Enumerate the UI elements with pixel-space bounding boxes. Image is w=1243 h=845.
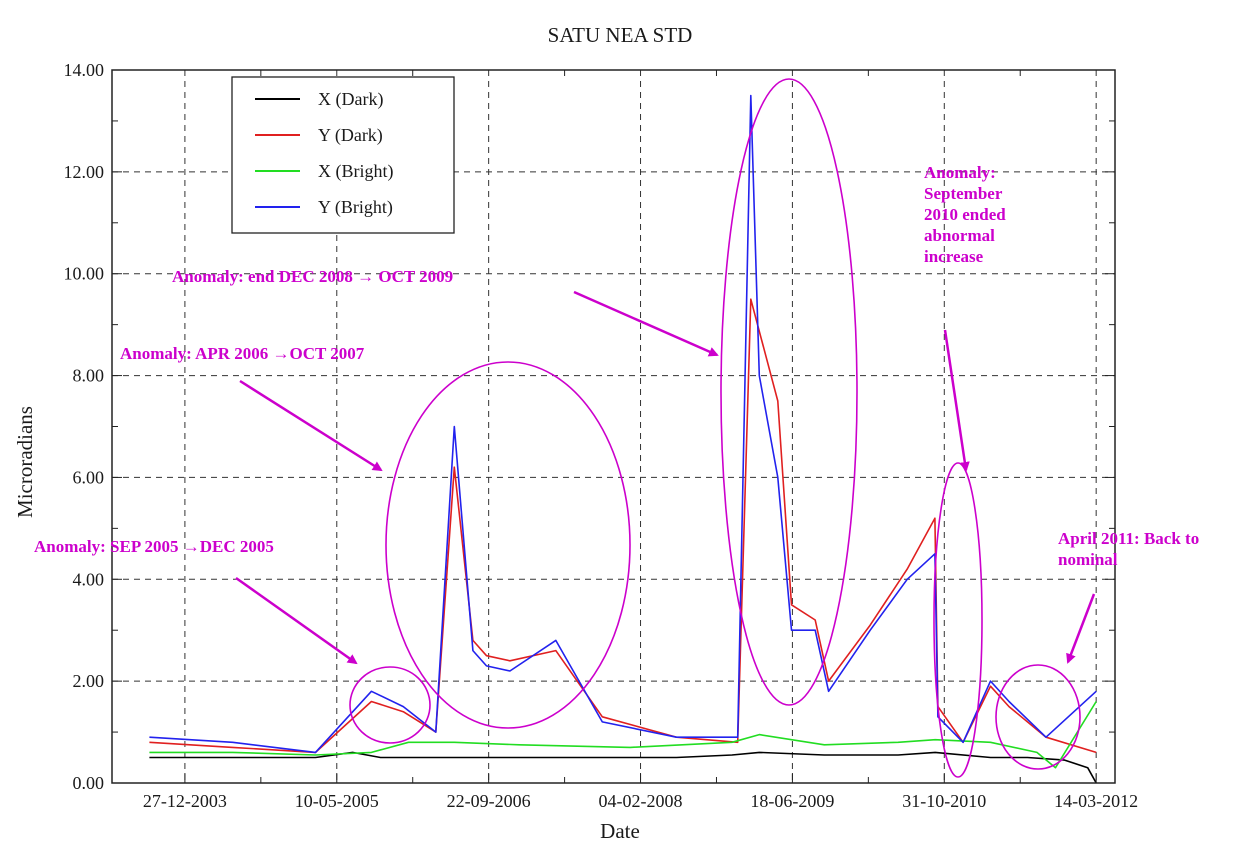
x-tick-label: 31-10-2010 <box>902 791 986 811</box>
ticks: 0.00 2.00 4.00 6.00 8.00 10.00 12.00 14.00 27-12… <box>64 60 1139 811</box>
annotation-sep2010: Anomaly: September 2010 ended abnormal i… <box>924 163 1006 266</box>
y-tick-label: 0.00 <box>73 773 105 793</box>
y-tick-label: 4.00 <box>73 569 105 589</box>
anomaly-ellipse <box>349 666 431 744</box>
anomaly-ellipse <box>995 664 1081 770</box>
series-line-2 <box>149 701 1097 769</box>
annotation-arrow <box>943 329 970 472</box>
y-axis-label: Microradians <box>13 406 37 518</box>
x-tick-label: 22-09-2006 <box>447 791 531 811</box>
y-tick-label: 2.00 <box>73 671 105 691</box>
chart-title: SATU NEA STD <box>548 23 693 47</box>
legend-label: X (Bright) <box>318 161 394 182</box>
y-tick-label: 10.00 <box>64 264 105 284</box>
x-tick-label: 10-05-2005 <box>295 791 379 811</box>
x-tick-label: 18-06-2009 <box>750 791 834 811</box>
annotation-arrow <box>1066 593 1096 664</box>
x-axis-label: Date <box>600 819 640 843</box>
y-tick-label: 14.00 <box>64 60 105 80</box>
anomaly-ellipse <box>720 78 858 706</box>
legend-label: X (Dark) <box>318 89 383 110</box>
y-tick-label: 12.00 <box>64 162 105 182</box>
series-line-1 <box>149 298 1097 754</box>
annotation-sep2005: Anomaly: SEP 2005 →DEC 2005 <box>34 537 274 556</box>
annotation-arrow <box>239 379 383 472</box>
x-tick-label: 27-12-2003 <box>143 791 227 811</box>
annotation-apr2006: Anomaly: APR 2006 →OCT 2007 <box>120 344 365 363</box>
legend: X (Dark) Y (Dark) X (Bright) Y (Bright) <box>231 76 455 234</box>
anomaly-ellipse <box>385 361 631 729</box>
annotation-apr2011: April 2011: Back to nominal <box>1058 529 1200 569</box>
annotation-dec2008: Anomaly: end DEC 2008 → OCT 2009 <box>172 267 454 286</box>
x-tick-label: 04-02-2008 <box>599 791 683 811</box>
annotation-arrow <box>235 576 358 665</box>
annotation-arrows <box>235 290 1096 665</box>
legend-label: Y (Bright) <box>318 197 393 218</box>
x-tick-label: 14-03-2012 <box>1054 791 1138 811</box>
y-tick-label: 8.00 <box>73 366 105 386</box>
annotation-arrow <box>573 290 719 357</box>
legend-label: Y (Dark) <box>318 125 383 146</box>
y-tick-label: 6.00 <box>73 467 105 487</box>
anomaly-ellipse <box>933 462 983 778</box>
anomaly-ellipses <box>349 78 1081 778</box>
series-line-0 <box>149 751 1097 784</box>
